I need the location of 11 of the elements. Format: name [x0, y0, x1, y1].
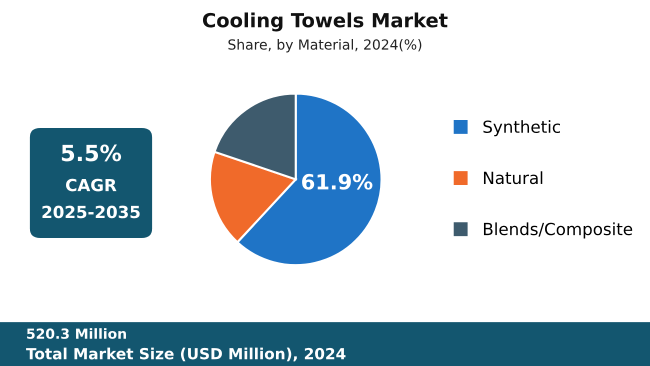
chart-title: Cooling Towels Market — [202, 12, 448, 32]
data-label: 61.9% — [302, 174, 372, 190]
text: 520.3 Million — [27, 328, 126, 339]
text: Total Market Size (USD Million), 2024 — [26, 348, 346, 362]
legend-label: Blends/Composite — [484, 222, 632, 239]
text: 5.5% — [62, 144, 122, 162]
chart-subtitle: Share, by Material, 2024(%) — [228, 39, 422, 52]
legend-label: Natural — [484, 171, 542, 184]
legend-label: Synthetic — [483, 120, 560, 136]
text: 2025-2035 — [42, 206, 140, 218]
text: CAGR — [66, 178, 116, 192]
